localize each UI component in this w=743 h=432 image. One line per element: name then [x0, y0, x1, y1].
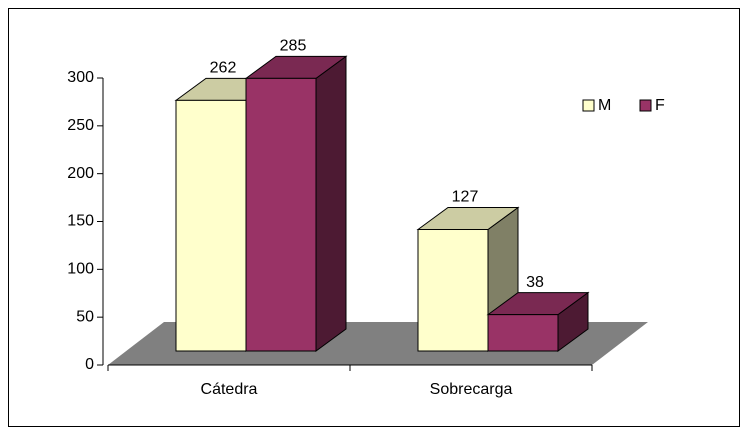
- bar: [487, 314, 559, 352]
- y-tick-label: 200: [67, 165, 94, 182]
- bar: [175, 99, 247, 352]
- y-tick-label: 0: [85, 356, 94, 373]
- legend-label: F: [655, 97, 665, 114]
- bar: [245, 77, 317, 352]
- y-tick-label: 300: [67, 69, 94, 86]
- legend-label: M: [598, 97, 611, 114]
- data-label: 262: [210, 60, 237, 77]
- x-tick-label: Cátedra: [201, 381, 258, 398]
- y-tick-label: 100: [67, 261, 94, 278]
- y-tick-label: 150: [67, 213, 94, 230]
- data-label: 285: [280, 38, 307, 55]
- x-tick-label: Sobrecarga: [430, 381, 513, 398]
- legend-swatch: [639, 99, 652, 112]
- y-tick-label: 250: [67, 117, 94, 134]
- data-label: 38: [526, 274, 544, 291]
- data-label: 127: [452, 189, 479, 206]
- legend-swatch: [582, 99, 595, 112]
- bar-side: [315, 55, 347, 352]
- y-tick-label: 50: [76, 308, 94, 325]
- bar: [417, 229, 489, 352]
